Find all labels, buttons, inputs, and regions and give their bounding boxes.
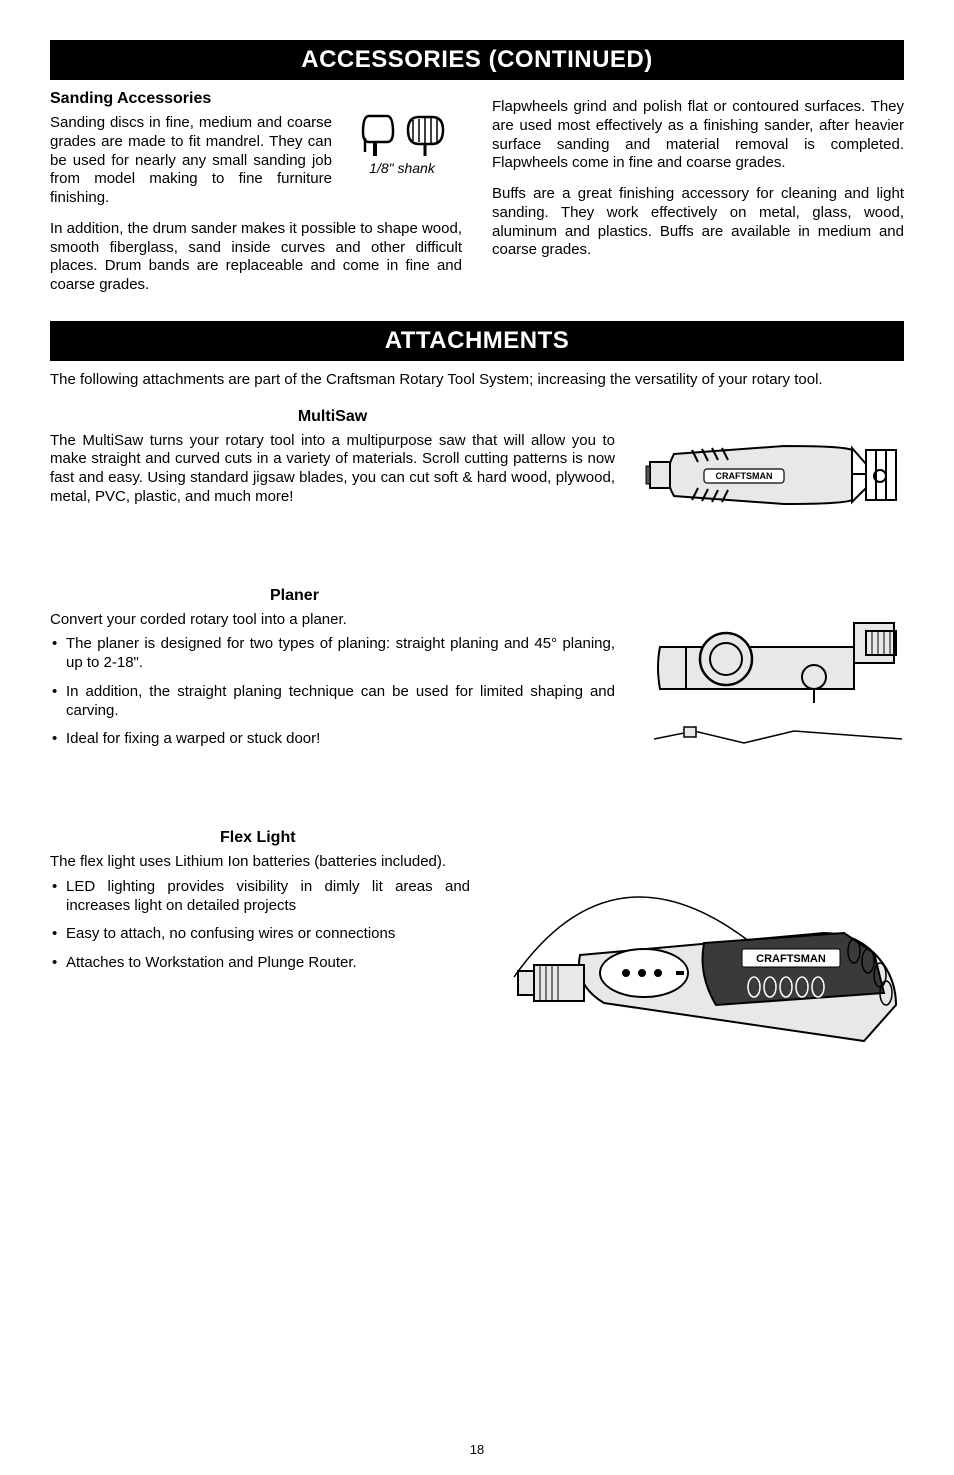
planer-section: Planer Convert your corded rotary tool i… [50, 587, 904, 750]
flexlight-icon: CRAFTSMAN [484, 825, 904, 1053]
flapwheels-p2: Buffs are a great finishing accessory fo… [492, 185, 904, 260]
sanding-p2: In addition, the drum sander makes it po… [50, 220, 462, 295]
flexlight-bullet-3: Attaches to Workstation and Plunge Route… [50, 954, 470, 973]
multisaw-figure: CRAFTSMAN [644, 436, 904, 519]
flexlight-bullet-2: Easy to attach, no confusing wires or co… [50, 925, 470, 944]
planer-intro: Convert your corded rotary tool into a p… [50, 611, 615, 630]
accessories-columns: Sanding Accessories 1/8" shank Sanding d… [50, 90, 904, 307]
flexlight-intro: The flex light uses Lithium Ion batterie… [50, 853, 470, 872]
flexlight-bullet-1: LED lighting provides visibility in diml… [50, 878, 470, 916]
page-number: 18 [0, 1442, 954, 1457]
planer-bullet-2: In addition, the straight planing techni… [50, 683, 615, 721]
planer-icon [654, 611, 904, 751]
multisaw-body: The MultiSaw turns your rotary tool into… [50, 432, 615, 507]
brand-text: CRAFTSMAN [716, 471, 773, 481]
multisaw-icon: CRAFTSMAN [644, 436, 904, 514]
planer-figure [654, 611, 904, 756]
flapwheels-column: Flapwheels grind and polish flat or cont… [492, 90, 904, 307]
section-header-attachments: ATTACHMENTS [50, 321, 904, 361]
multisaw-section: MultiSaw The MultiSaw turns your rotary … [50, 408, 904, 507]
brand-text-2: CRAFTSMAN [756, 953, 826, 965]
flexlight-section: Flex Light The flex light uses Lithium I… [50, 829, 904, 973]
planer-title: Planer [270, 587, 904, 605]
planer-bullet-3: Ideal for fixing a warped or stuck door! [50, 730, 615, 749]
shank-icon [357, 114, 447, 158]
planer-bullet-1: The planer is designed for two types of … [50, 635, 615, 673]
sanding-column: Sanding Accessories 1/8" shank Sanding d… [50, 90, 462, 307]
attachments-intro: The following attachments are part of th… [50, 371, 904, 390]
shank-caption: 1/8" shank [342, 160, 462, 176]
flexlight-figure: CRAFTSMAN [484, 825, 904, 1058]
sanding-title: Sanding Accessories [50, 90, 462, 108]
flapwheels-p1: Flapwheels grind and polish flat or cont… [492, 98, 904, 173]
section-header-accessories: ACCESSORIES (CONTINUED) [50, 40, 904, 80]
sanding-shank-figure: 1/8" shank [342, 114, 462, 176]
multisaw-title: MultiSaw [50, 408, 615, 426]
flexlight-body: The flex light uses Lithium Ion batterie… [50, 853, 470, 973]
planer-body: Convert your corded rotary tool into a p… [50, 611, 615, 750]
